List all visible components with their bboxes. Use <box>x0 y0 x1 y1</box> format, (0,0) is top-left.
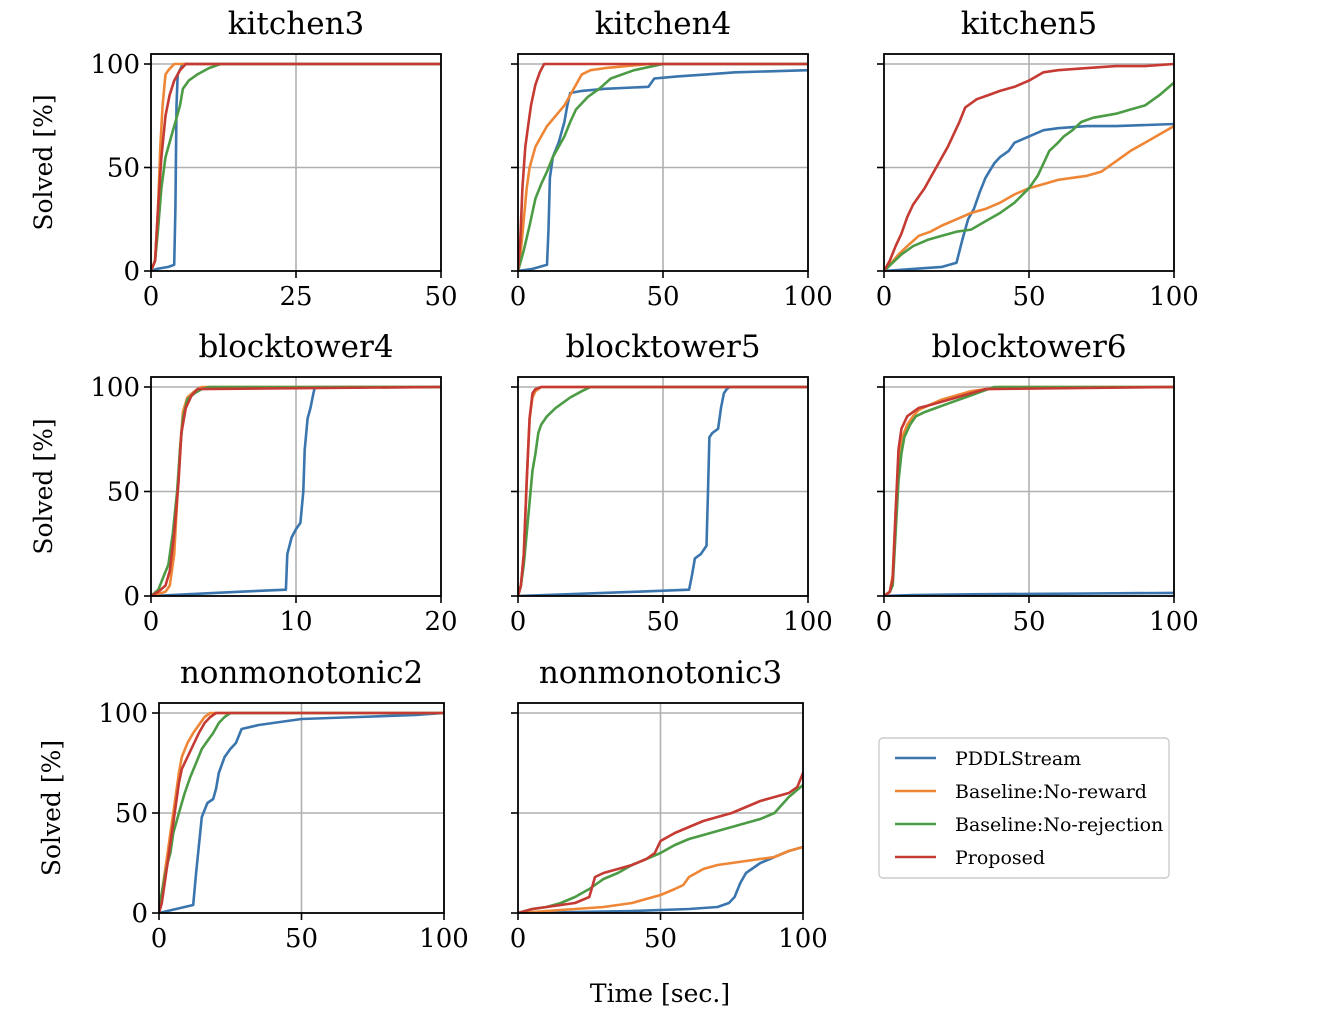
y-tick-label: 100 <box>90 50 140 80</box>
panel-title: nonmonotonic2 <box>180 655 423 691</box>
series-group <box>518 771 803 913</box>
series-line-Proposed <box>151 385 441 596</box>
panel-kitchen4: 0 50 100 kitchen4 <box>510 6 833 312</box>
x-tick-label: 20 <box>424 607 457 637</box>
series-line-PDDLStream <box>159 711 444 913</box>
panel-title: blocktower6 <box>931 329 1126 365</box>
y-axis-label: Solved [%] <box>29 94 58 230</box>
series-line-Baseline:No-reward <box>884 124 1174 271</box>
y-tick-label: 0 <box>131 899 148 929</box>
x-tick-label: 25 <box>279 282 312 312</box>
series-group <box>159 711 444 913</box>
x-tick-label: 50 <box>1012 607 1045 637</box>
x-tick-label: 0 <box>143 282 160 312</box>
panel-blocktower6: 0 50 100 blocktower6 <box>876 329 1199 637</box>
series-line-Proposed <box>884 62 1174 271</box>
legend-label: Proposed <box>955 847 1045 869</box>
panel-nonmonotonic2: 0 50 100 0 50 100 Solved [%] nonmonotonic2 <box>37 655 469 954</box>
y-tick-label: 0 <box>123 257 140 287</box>
series-line-Proposed <box>151 62 441 271</box>
x-tick-label: 50 <box>646 607 679 637</box>
legend-label: PDDLStream <box>955 748 1081 770</box>
x-tick-label: 100 <box>778 924 828 954</box>
panel-kitchen5: 0 50 100 kitchen5 <box>876 6 1199 312</box>
series-line-Baseline:No-reward <box>518 62 808 271</box>
series-group <box>884 385 1174 596</box>
series-line-Proposed <box>518 62 808 271</box>
x-tick-label: 50 <box>1012 282 1045 312</box>
x-tick-label: 100 <box>1149 282 1199 312</box>
series-line-Baseline:No-rejection <box>518 62 808 271</box>
y-tick-label: 50 <box>107 478 140 508</box>
panel-kitchen3: 0 25 50 0 50 100 Solved [%] kitchen3 <box>29 6 458 312</box>
panel-blocktower5: 0 50 100 blocktower5 <box>510 329 833 637</box>
x-axis-label: Time [sec.] <box>590 979 730 1008</box>
panel-title: kitchen3 <box>228 6 365 42</box>
series-line-Proposed <box>518 385 808 596</box>
series-line-PDDLStream <box>884 122 1174 271</box>
series-group <box>518 385 808 596</box>
legend-entry: PDDLStream <box>895 748 1081 770</box>
x-tick-label: 100 <box>1149 607 1199 637</box>
x-tick-label: 0 <box>151 924 168 954</box>
x-tick-label: 100 <box>783 607 833 637</box>
x-tick-label: 50 <box>644 924 677 954</box>
panel-blocktower4: 0 10 20 0 50 100 Solved [%] blocktower4 <box>29 329 458 637</box>
series-group <box>151 385 441 596</box>
x-tick-label: 100 <box>419 924 469 954</box>
panel-nonmonotonic3: 0 50 100 nonmonotonic3 <box>510 655 828 954</box>
legend-entry: Baseline:No-reward <box>895 781 1147 803</box>
series-group <box>151 62 441 271</box>
x-tick-label: 0 <box>143 607 160 637</box>
series-line-PDDLStream <box>151 385 441 596</box>
legend-entry: Proposed <box>895 847 1045 869</box>
x-tick-label: 0 <box>876 282 893 312</box>
series-line-Baseline:No-rejection <box>151 62 441 271</box>
series-group <box>884 62 1174 271</box>
series-group <box>518 62 808 271</box>
x-tick-label: 50 <box>285 924 318 954</box>
legend: PDDLStream Baseline:No-reward Baseline:No-… <box>878 737 1170 879</box>
y-tick-label: 50 <box>107 154 140 184</box>
series-line-Proposed <box>884 385 1174 596</box>
x-tick-label: 0 <box>510 924 527 954</box>
x-tick-label: 0 <box>510 607 527 637</box>
x-tick-label: 10 <box>279 607 312 637</box>
panel-title: kitchen4 <box>595 6 732 42</box>
series-line-Baseline:No-rejection <box>884 81 1174 271</box>
y-axis-label: Solved [%] <box>29 418 58 554</box>
x-tick-label: 50 <box>424 282 457 312</box>
panel-title: blocktower4 <box>198 329 393 365</box>
y-tick-label: 50 <box>115 799 148 829</box>
y-axis-label: Solved [%] <box>37 740 66 876</box>
y-tick-label: 100 <box>90 373 140 403</box>
x-tick-label: 0 <box>510 282 527 312</box>
series-line-PDDLStream <box>518 385 808 596</box>
panel-title: blocktower5 <box>565 329 760 365</box>
x-tick-label: 0 <box>876 607 893 637</box>
legend-entry: Baseline:No-rejection <box>895 814 1163 836</box>
legend-entries: PDDLStream Baseline:No-reward Baseline:No-… <box>895 748 1163 869</box>
series-line-Baseline:No-rejection <box>518 783 803 913</box>
y-tick-label: 0 <box>123 582 140 612</box>
series-line-Proposed <box>159 711 444 913</box>
x-tick-label: 100 <box>783 282 833 312</box>
panel-title: nonmonotonic3 <box>539 655 782 691</box>
y-tick-label: 100 <box>98 699 148 729</box>
series-line-Proposed <box>518 771 803 913</box>
x-tick-label: 50 <box>646 282 679 312</box>
series-line-Baseline:No-reward <box>518 845 803 913</box>
legend-box <box>878 737 1170 879</box>
panel-title: kitchen5 <box>961 6 1098 42</box>
legend-label: Baseline:No-reward <box>955 781 1147 803</box>
legend-label: Baseline:No-rejection <box>955 814 1163 836</box>
